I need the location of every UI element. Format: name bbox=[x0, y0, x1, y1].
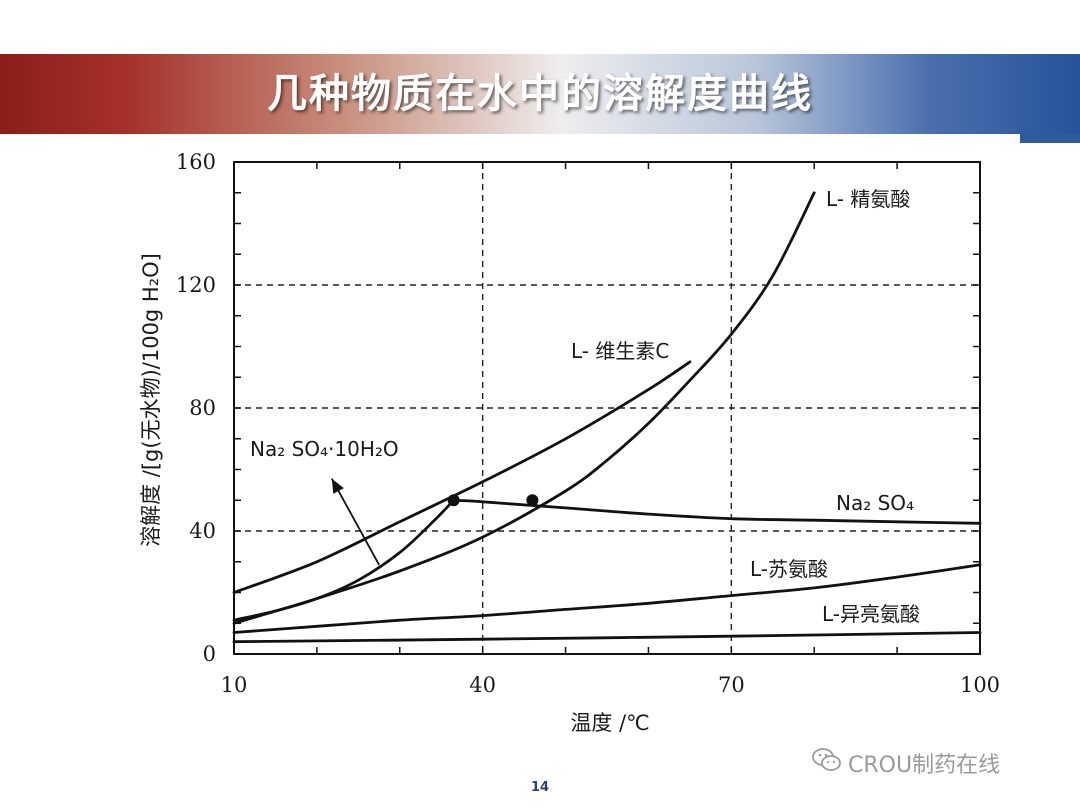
x-axis-title: 温度 /℃ bbox=[570, 711, 649, 735]
l-arginine-curve bbox=[232, 191, 816, 625]
y-tick-label: 160 bbox=[176, 150, 216, 174]
l-threonine-curve bbox=[232, 563, 982, 634]
arrow-head bbox=[331, 478, 344, 494]
label-l-threonine: L-苏氨酸 bbox=[750, 557, 828, 581]
l-isoleucine-curve bbox=[232, 631, 982, 644]
tick-labels: 10 40 70 100 0 40 80 120 160 bbox=[176, 150, 1000, 697]
title-banner bbox=[0, 54, 1080, 134]
annotation-arrow bbox=[331, 478, 380, 566]
curve-marker bbox=[447, 494, 460, 507]
x-tick-label: 10 bbox=[221, 673, 248, 697]
banner-accent-stripe bbox=[1020, 134, 1080, 143]
page-number: 14 bbox=[530, 780, 550, 795]
y-axis-title: 溶解度 /[g(无水物)/100g H₂O] bbox=[139, 253, 163, 547]
y-tick-label: 80 bbox=[189, 396, 216, 420]
label-background bbox=[746, 556, 833, 582]
label-background bbox=[832, 490, 919, 516]
vitamin-c-curve bbox=[232, 360, 692, 594]
watermark-text: CROU制药在线 bbox=[848, 753, 1001, 778]
series-labels: L- 精氨酸 L- 维生素C Na₂ SO₄·10H₂O Na₂ SO₄ L-苏氨酸 L-… bbox=[246, 186, 925, 627]
label-sodium-sulfate: Na₂ SO₄ bbox=[836, 491, 914, 515]
wechat-icon bbox=[812, 747, 842, 779]
grid bbox=[233, 161, 981, 655]
curve-marker bbox=[526, 494, 539, 507]
label-vitamin-c: L- 维生素C bbox=[571, 339, 669, 363]
arrow-shaft bbox=[331, 478, 380, 566]
sodium-sulfate-decahydrate-curve bbox=[232, 498, 456, 622]
sodium-sulfate-curve bbox=[452, 498, 982, 525]
label-l-isoleucine: L-异亮氨酸 bbox=[822, 602, 920, 626]
watermark: CROU制药在线 bbox=[812, 746, 1000, 780]
y-tick-label: 0 bbox=[203, 642, 216, 666]
slide-title: 几种物质在水中的溶解度曲线 bbox=[267, 71, 813, 117]
markers bbox=[447, 494, 539, 507]
x-tick-label: 70 bbox=[718, 673, 745, 697]
label-l-arginine: L- 精氨酸 bbox=[826, 187, 910, 211]
x-tick-label: 40 bbox=[469, 673, 496, 697]
x-tick-label: 100 bbox=[960, 673, 1000, 697]
y-tick-label: 40 bbox=[189, 519, 216, 543]
label-background bbox=[818, 601, 925, 627]
label-sodium-sulfate-decahydrate: Na₂ SO₄·10H₂O bbox=[250, 437, 399, 461]
label-background bbox=[246, 436, 403, 462]
y-tick-label: 120 bbox=[176, 273, 216, 297]
label-background bbox=[822, 186, 915, 212]
curves bbox=[232, 191, 982, 644]
label-background bbox=[567, 338, 674, 364]
